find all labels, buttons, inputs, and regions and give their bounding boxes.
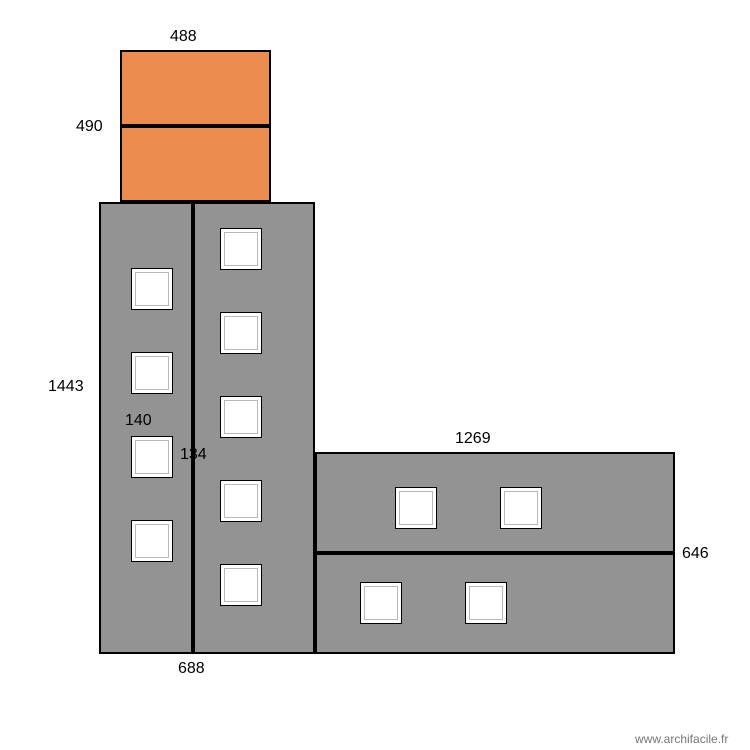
window-inner bbox=[135, 440, 169, 474]
dim-d1269: 1269 bbox=[455, 430, 491, 448]
window bbox=[131, 436, 173, 478]
window bbox=[465, 582, 507, 624]
dim-d488: 488 bbox=[170, 28, 197, 46]
window-inner bbox=[135, 524, 169, 558]
dim-d140: 140 bbox=[125, 412, 152, 430]
orange-bottom bbox=[120, 126, 271, 202]
window bbox=[360, 582, 402, 624]
window-inner bbox=[135, 356, 169, 390]
orange-top bbox=[120, 50, 271, 126]
window bbox=[220, 396, 262, 438]
window-inner bbox=[224, 316, 258, 350]
window-inner bbox=[135, 272, 169, 306]
window-inner bbox=[469, 586, 503, 620]
window bbox=[220, 564, 262, 606]
window-inner bbox=[224, 484, 258, 518]
window-inner bbox=[504, 491, 538, 525]
window bbox=[220, 312, 262, 354]
dim-d490: 490 bbox=[76, 118, 103, 136]
window-inner bbox=[224, 568, 258, 602]
window bbox=[131, 520, 173, 562]
window bbox=[395, 487, 437, 529]
dim-d134: 134 bbox=[180, 446, 207, 464]
window-inner bbox=[224, 400, 258, 434]
dim-d688: 688 bbox=[178, 660, 205, 678]
wing-top bbox=[315, 452, 675, 553]
window bbox=[220, 480, 262, 522]
window-inner bbox=[224, 232, 258, 266]
dim-d646: 646 bbox=[682, 545, 709, 563]
window bbox=[131, 352, 173, 394]
window-inner bbox=[364, 586, 398, 620]
window bbox=[220, 228, 262, 270]
watermark: www.archifacile.fr bbox=[635, 732, 728, 746]
diagram-canvas: 488 490 1443 140 134 1269 646 688 www.archifacil… bbox=[0, 0, 750, 750]
dim-d1443: 1443 bbox=[48, 378, 84, 396]
window bbox=[131, 268, 173, 310]
window bbox=[500, 487, 542, 529]
window-inner bbox=[399, 491, 433, 525]
